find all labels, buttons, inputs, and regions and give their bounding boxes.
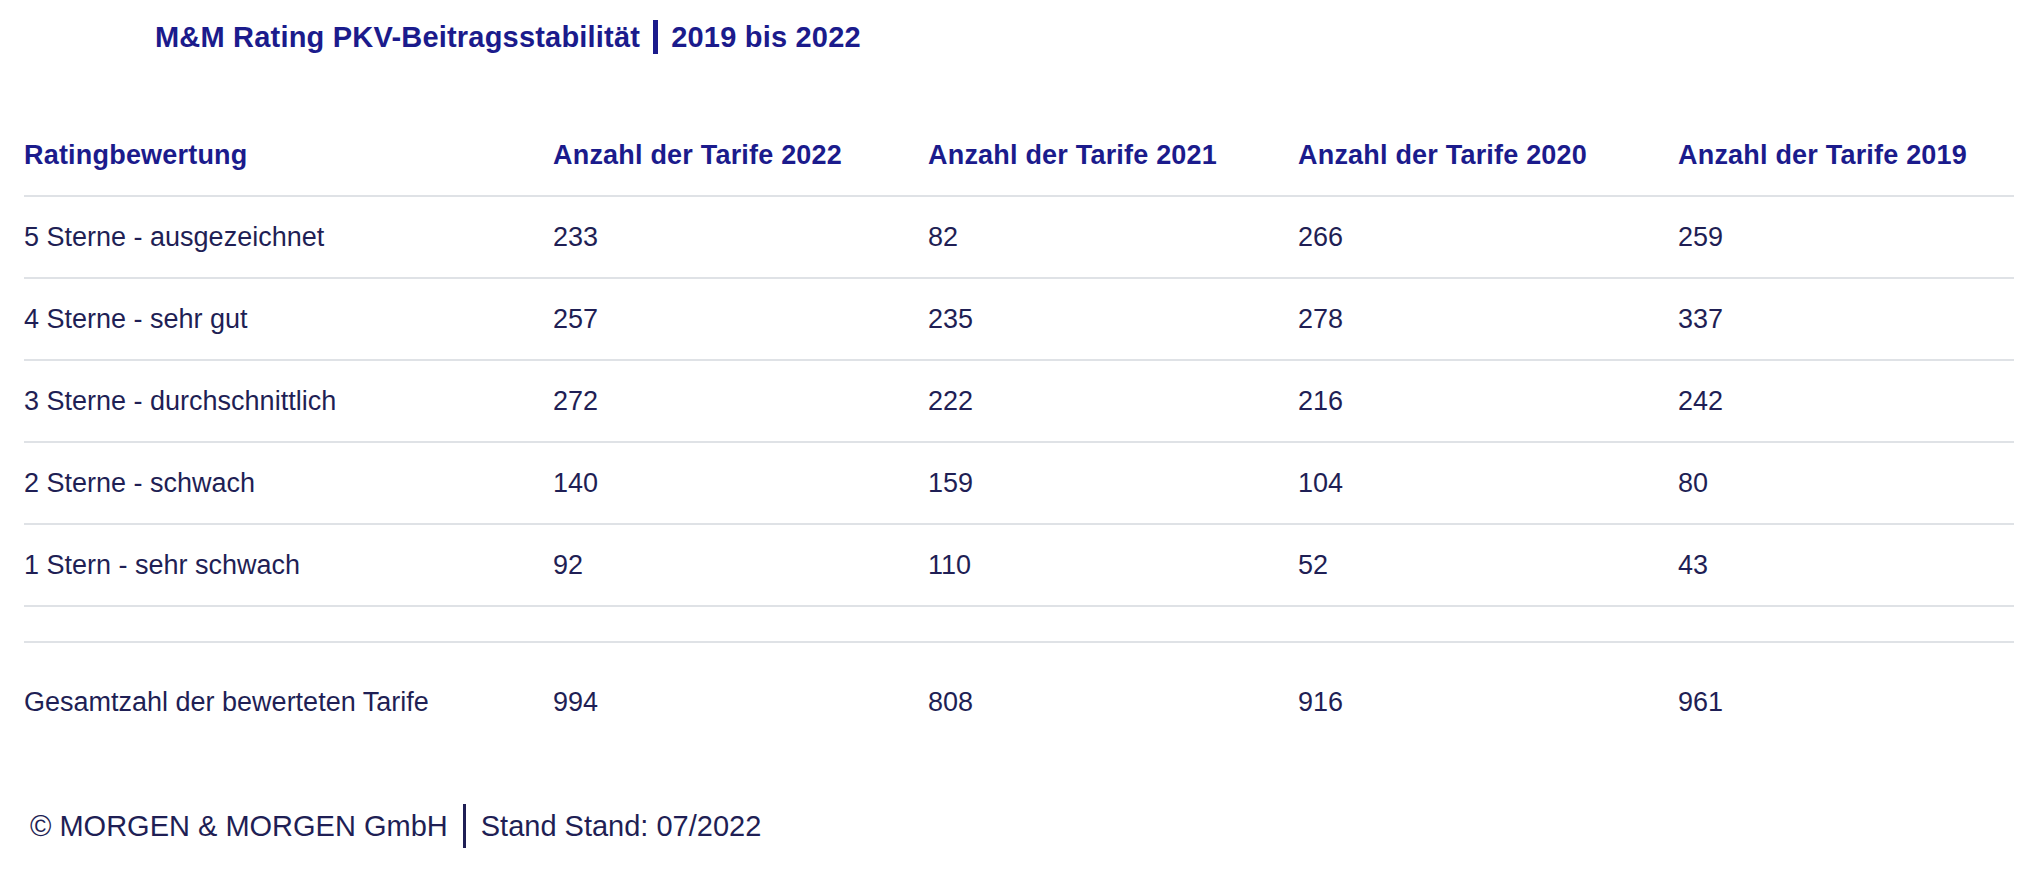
table-row-total: Gesamtzahl der bewerteten Tarife 994 808…: [24, 642, 2014, 762]
value-cell-2021: 159: [928, 442, 1298, 524]
total-label: Gesamtzahl der bewerteten Tarife: [24, 642, 553, 762]
rating-label: 2 Sterne - schwach: [24, 442, 553, 524]
table-row-5-sterne: 5 Sterne - ausgezeichnet 233 82 266 259: [24, 196, 2014, 278]
table-row-1-stern: 1 Stern - sehr schwach 92 110 52 43: [24, 524, 2014, 606]
footer-divider: [463, 804, 466, 848]
column-header-tarife-2021: Anzahl der Tarife 2021: [928, 116, 1298, 196]
rating-label: 3 Sterne - durchschnittlich: [24, 360, 553, 442]
value-cell-2021: 235: [928, 278, 1298, 360]
value-cell-2022: 140: [553, 442, 928, 524]
stand-text: Stand Stand: 07/2022: [481, 810, 762, 842]
value-cell-2019: 80: [1678, 442, 2014, 524]
page: M&M Rating PKV-Beitragsstabilität 2019 bi…: [0, 18, 2040, 872]
column-header-tarife-2020: Anzahl der Tarife 2020: [1298, 116, 1678, 196]
table-header-row: Ratingbewertung Anzahl der Tarife 2022 A…: [24, 116, 2014, 196]
value-cell-2022: 257: [553, 278, 928, 360]
total-value-2020: 916: [1298, 642, 1678, 762]
value-cell-2020: 104: [1298, 442, 1678, 524]
title-divider: [653, 20, 658, 54]
value-cell-2021: 110: [928, 524, 1298, 606]
footer: © MORGEN & MORGEN GmbH Stand Stand: 07/20…: [30, 804, 2040, 848]
copyright-text: © MORGEN & MORGEN GmbH: [30, 810, 448, 842]
total-value-2021: 808: [928, 642, 1298, 762]
title-text-right: 2019 bis 2022: [671, 21, 861, 53]
value-cell-2021: 222: [928, 360, 1298, 442]
value-cell-2020: 266: [1298, 196, 1678, 278]
value-cell-2021: 82: [928, 196, 1298, 278]
value-cell-2020: 216: [1298, 360, 1678, 442]
table-row-3-sterne: 3 Sterne - durchschnittlich 272 222 216 …: [24, 360, 2014, 442]
rating-table: Ratingbewertung Anzahl der Tarife 2022 A…: [24, 116, 2014, 762]
rating-label: 4 Sterne - sehr gut: [24, 278, 553, 360]
value-cell-2022: 92: [553, 524, 928, 606]
total-value-2019: 961: [1678, 642, 2014, 762]
column-header-tarife-2022: Anzahl der Tarife 2022: [553, 116, 928, 196]
total-value-2022: 994: [553, 642, 928, 762]
value-cell-2019: 337: [1678, 278, 2014, 360]
value-cell-2019: 242: [1678, 360, 2014, 442]
value-cell-2019: 43: [1678, 524, 2014, 606]
page-title: M&M Rating PKV-Beitragsstabilität 2019 bi…: [155, 18, 2040, 56]
value-cell-2019: 259: [1678, 196, 2014, 278]
value-cell-2022: 272: [553, 360, 928, 442]
table-spacer-row: [24, 606, 2014, 642]
rating-label: 1 Stern - sehr schwach: [24, 524, 553, 606]
column-header-tarife-2019: Anzahl der Tarife 2019: [1678, 116, 2014, 196]
title-text-left: M&M Rating PKV-Beitragsstabilität: [155, 21, 640, 53]
table-row-4-sterne: 4 Sterne - sehr gut 257 235 278 337: [24, 278, 2014, 360]
column-header-ratingbewertung: Ratingbewertung: [24, 116, 553, 196]
value-cell-2022: 233: [553, 196, 928, 278]
value-cell-2020: 52: [1298, 524, 1678, 606]
spacer-cell: [24, 606, 2014, 642]
rating-label: 5 Sterne - ausgezeichnet: [24, 196, 553, 278]
value-cell-2020: 278: [1298, 278, 1678, 360]
table-row-2-sterne: 2 Sterne - schwach 140 159 104 80: [24, 442, 2014, 524]
